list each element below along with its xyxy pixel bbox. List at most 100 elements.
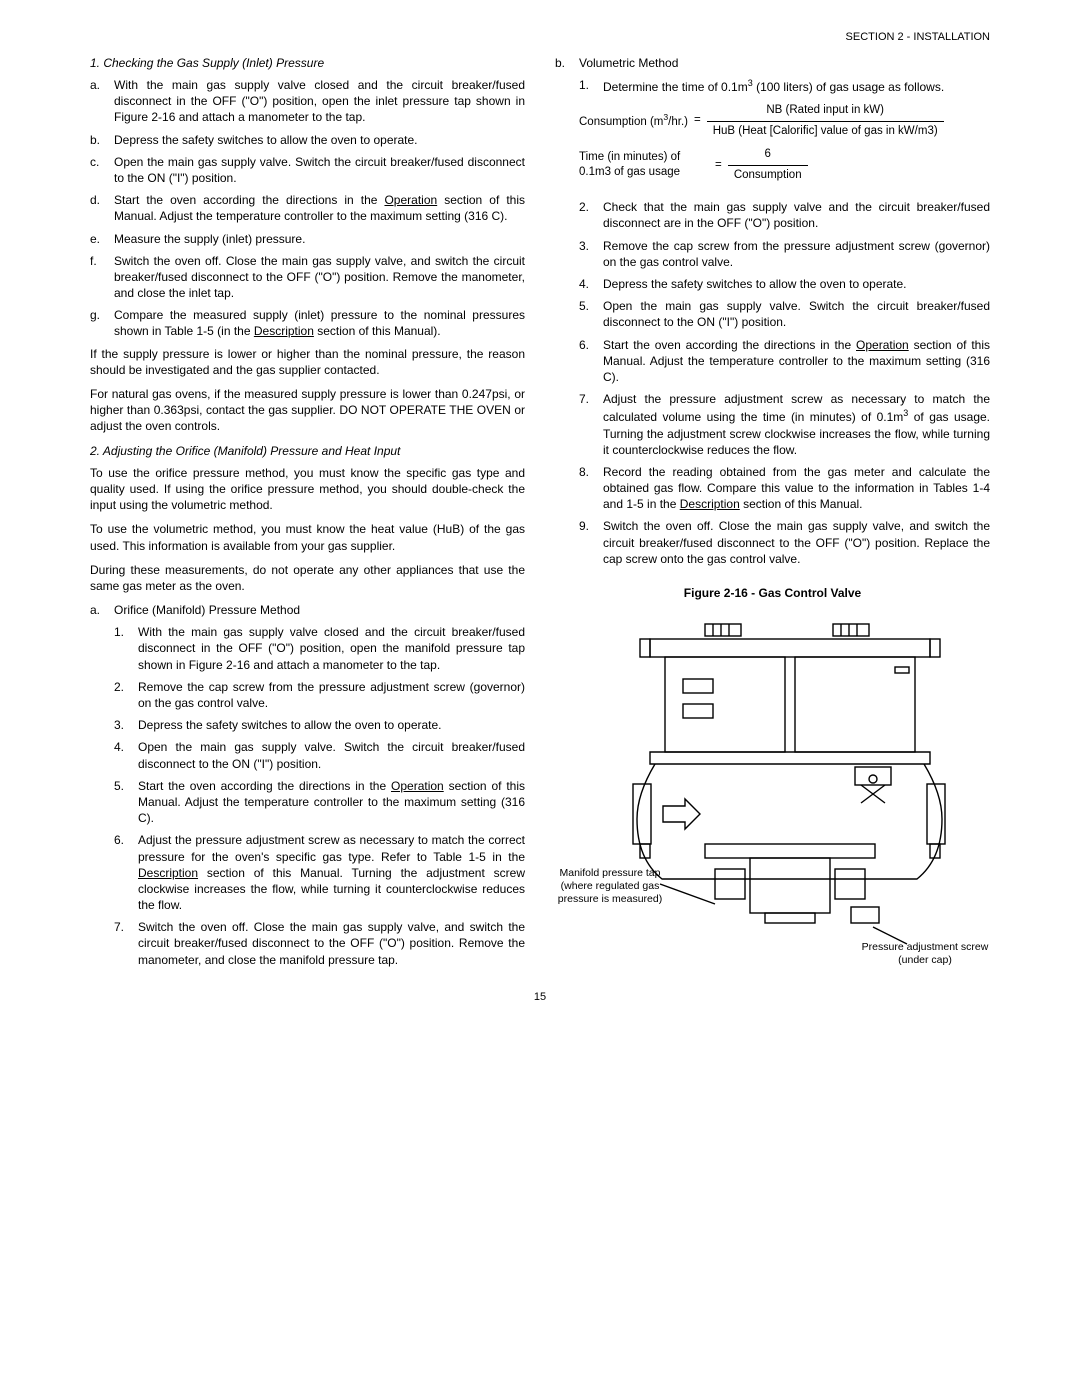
a-step-6: 6. Adjust the pressure adjustment screw … [114, 832, 525, 913]
a6-label: 6. [114, 832, 138, 913]
g-underline: Description [254, 324, 314, 338]
para-volumetric: To use the volumetric method, you must k… [90, 521, 525, 553]
b8-u: Description [680, 497, 740, 511]
formula-2-left: Time (in minutes) of 0.1m3 of gas usage [579, 150, 709, 181]
a5-u: Operation [391, 779, 444, 793]
label-a: a. [90, 77, 114, 126]
step-d: d. Start the oven according the directio… [90, 192, 525, 224]
method-a: a. Orifice (Manifold) Pressure Method [90, 602, 525, 618]
b-step-6: 6. Start the oven according the directio… [579, 337, 990, 386]
step-f: f. Switch the oven off. Close the main g… [90, 253, 525, 302]
a7-label: 7. [114, 919, 138, 968]
a1-label: 1. [114, 624, 138, 673]
method-b: b. Volumetric Method [555, 55, 990, 71]
step-a: a. With the main gas supply valve closed… [90, 77, 525, 126]
b7-body: Adjust the pressure adjustment screw as … [603, 391, 990, 458]
formula-1-left: Consumption (m3/hr.) [579, 112, 688, 130]
body-g: Compare the measured supply (inlet) pres… [114, 307, 525, 339]
page-number: 15 [90, 990, 990, 1005]
a4-label: 4. [114, 739, 138, 771]
b-step-9: 9. Switch the oven off. Close the main g… [579, 518, 990, 567]
para-measurements: During these measurements, do not operat… [90, 562, 525, 594]
b-step-2: 2. Check that the main gas supply valve … [579, 199, 990, 231]
b8-body: Record the reading obtained from the gas… [603, 464, 990, 513]
body-c: Open the main gas supply valve. Switch t… [114, 154, 525, 186]
b3-body: Remove the cap screw from the pressure a… [603, 238, 990, 270]
b5-body: Open the main gas supply valve. Switch t… [603, 298, 990, 330]
b8-post: section of this Manual. [740, 497, 863, 511]
body-b: Depress the safety switches to allow the… [114, 132, 525, 148]
formula-2: Time (in minutes) of 0.1m3 of gas usage … [579, 147, 990, 183]
formula-1-eq: = [694, 113, 701, 129]
label-d: d. [90, 192, 114, 224]
content-columns: 1. Checking the Gas Supply (Inlet) Press… [90, 55, 990, 974]
b5-label: 5. [579, 298, 603, 330]
label-f: f. [90, 253, 114, 302]
a6-u: Description [138, 866, 198, 880]
body-e: Measure the supply (inlet) pressure. [114, 231, 525, 247]
step-g: g. Compare the measured supply (inlet) p… [90, 307, 525, 339]
formula-1: Consumption (m3/hr.) = NB (Rated input i… [579, 103, 990, 139]
body-method-b: Volumetric Method [579, 55, 990, 71]
b1-body: Determine the time of 0.1m3 (100 liters)… [603, 77, 990, 95]
a7-body: Switch the oven off. Close the main gas … [138, 919, 525, 968]
g-post: section of this Manual). [314, 324, 441, 338]
a1-body: With the main gas supply valve closed an… [138, 624, 525, 673]
formula-2-frac: 6 Consumption [728, 147, 808, 183]
a-step-2: 2. Remove the cap screw from the pressur… [114, 679, 525, 711]
b-step-8: 8. Record the reading obtained from the … [579, 464, 990, 513]
b1-pre: Determine the time of 0.1m [603, 80, 748, 94]
a5-pre: Start the oven according the directions … [138, 779, 391, 793]
b-step-3: 3. Remove the cap screw from the pressur… [579, 238, 990, 270]
a-step-3: 3. Depress the safety switches to allow … [114, 717, 525, 733]
b-step-7: 7. Adjust the pressure adjustment screw … [579, 391, 990, 458]
section-header: SECTION 2 - INSTALLATION [90, 30, 990, 45]
formula-1-top: NB (Rated input in kW) [707, 103, 944, 122]
fig-label-pressure-adj: Pressure adjustment screw (under cap) [860, 941, 990, 967]
para-natural-gas: For natural gas ovens, if the measured s… [90, 386, 525, 435]
section-1-title: 1. Checking the Gas Supply (Inlet) Press… [90, 55, 525, 71]
figure-area: Manifold pressure tap (where regulated g… [555, 609, 990, 969]
b7-label: 7. [579, 391, 603, 458]
para-supply-pressure: If the supply pressure is lower or highe… [90, 346, 525, 378]
body-f: Switch the oven off. Close the main gas … [114, 253, 525, 302]
a5-label: 5. [114, 778, 138, 827]
a6-body: Adjust the pressure adjustment screw as … [138, 832, 525, 913]
a3-body: Depress the safety switches to allow the… [138, 717, 525, 733]
a-step-1: 1. With the main gas supply valve closed… [114, 624, 525, 673]
b4-body: Depress the safety switches to allow the… [603, 276, 990, 292]
label-e: e. [90, 231, 114, 247]
a6-pre: Adjust the pressure adjustment screw as … [138, 833, 525, 863]
formula-1-bot: HuB (Heat [Calorific] value of gas in kW… [707, 122, 944, 140]
step-b: b. Depress the safety switches to allow … [90, 132, 525, 148]
d-underline: Operation [384, 193, 437, 207]
f1la: Consumption (m [579, 116, 663, 128]
fig-label-manifold: Manifold pressure tap (where regulated g… [555, 867, 665, 906]
b6-u: Operation [856, 338, 909, 352]
label-b: b. [90, 132, 114, 148]
a2-label: 2. [114, 679, 138, 711]
formula-1-frac: NB (Rated input in kW) HuB (Heat [Calori… [707, 103, 944, 139]
d-pre: Start the oven according the directions … [114, 193, 384, 207]
b-step-1: 1. Determine the time of 0.1m3 (100 lite… [579, 77, 990, 95]
a4-body: Open the main gas supply valve. Switch t… [138, 739, 525, 771]
body-method-a: Orifice (Manifold) Pressure Method [114, 602, 525, 618]
gas-valve-diagram [555, 609, 985, 969]
section-2-title: 2. Adjusting the Orifice (Manifold) Pres… [90, 443, 525, 459]
left-column: 1. Checking the Gas Supply (Inlet) Press… [90, 55, 525, 974]
step-e: e. Measure the supply (inlet) pressure. [90, 231, 525, 247]
b-step-4: 4. Depress the safety switches to allow … [579, 276, 990, 292]
body-d: Start the oven according the directions … [114, 192, 525, 224]
formula-2-bot: Consumption [728, 166, 808, 184]
body-a: With the main gas supply valve closed an… [114, 77, 525, 126]
formula-box: Consumption (m3/hr.) = NB (Rated input i… [579, 103, 990, 183]
b6-label: 6. [579, 337, 603, 386]
a-step-5: 5. Start the oven according the directio… [114, 778, 525, 827]
step-c: c. Open the main gas supply valve. Switc… [90, 154, 525, 186]
b1-post: (100 liters) of gas usage as follows. [753, 80, 944, 94]
a-step-4: 4. Open the main gas supply valve. Switc… [114, 739, 525, 771]
label-c: c. [90, 154, 114, 186]
b8-label: 8. [579, 464, 603, 513]
a-step-7: 7. Switch the oven off. Close the main g… [114, 919, 525, 968]
para-orifice: To use the orifice pressure method, you … [90, 465, 525, 514]
